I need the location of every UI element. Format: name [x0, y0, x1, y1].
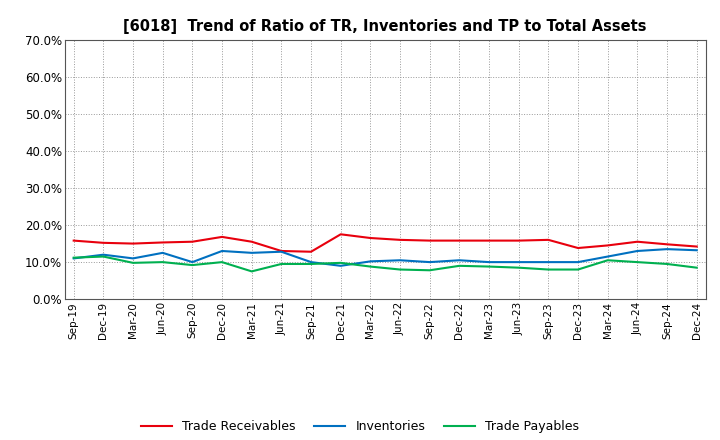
Inventories	[217, 248, 226, 253]
Trade Payables	[69, 255, 78, 260]
Trade Receivables	[603, 243, 612, 248]
Inventories	[455, 258, 464, 263]
Trade Receivables	[129, 241, 138, 246]
Trade Payables	[336, 260, 345, 265]
Legend: Trade Receivables, Inventories, Trade Payables: Trade Receivables, Inventories, Trade Pa…	[135, 415, 585, 438]
Inventories	[158, 250, 167, 256]
Inventories	[426, 260, 434, 265]
Line: Trade Payables: Trade Payables	[73, 257, 697, 271]
Trade Receivables	[188, 239, 197, 244]
Inventories	[396, 258, 405, 263]
Inventories	[277, 249, 286, 254]
Trade Payables	[248, 269, 256, 274]
Inventories	[129, 256, 138, 261]
Trade Receivables	[633, 239, 642, 244]
Trade Payables	[307, 261, 315, 267]
Trade Payables	[277, 261, 286, 267]
Inventories	[99, 252, 108, 257]
Trade Receivables	[455, 238, 464, 243]
Trade Payables	[662, 261, 671, 267]
Inventories	[544, 260, 553, 265]
Trade Receivables	[514, 238, 523, 243]
Trade Payables	[633, 260, 642, 265]
Trade Receivables	[99, 240, 108, 246]
Trade Payables	[544, 267, 553, 272]
Inventories	[188, 260, 197, 265]
Trade Receivables	[426, 238, 434, 243]
Trade Receivables	[307, 249, 315, 254]
Trade Receivables	[336, 231, 345, 237]
Trade Receivables	[544, 237, 553, 242]
Trade Payables	[366, 264, 374, 269]
Trade Payables	[217, 260, 226, 265]
Trade Payables	[514, 265, 523, 270]
Inventories	[366, 259, 374, 264]
Trade Receivables	[693, 244, 701, 249]
Trade Receivables	[277, 248, 286, 253]
Line: Trade Receivables: Trade Receivables	[73, 234, 697, 252]
Inventories	[514, 260, 523, 265]
Inventories	[485, 260, 493, 265]
Trade Payables	[188, 262, 197, 268]
Trade Payables	[426, 268, 434, 273]
Trade Payables	[693, 265, 701, 270]
Inventories	[574, 260, 582, 265]
Line: Inventories: Inventories	[73, 249, 697, 266]
Trade Receivables	[158, 240, 167, 245]
Trade Receivables	[485, 238, 493, 243]
Trade Payables	[129, 260, 138, 265]
Trade Payables	[574, 267, 582, 272]
Trade Receivables	[662, 242, 671, 247]
Trade Payables	[396, 267, 405, 272]
Trade Receivables	[69, 238, 78, 243]
Inventories	[662, 246, 671, 252]
Inventories	[603, 254, 612, 259]
Trade Receivables	[396, 237, 405, 242]
Inventories	[693, 248, 701, 253]
Inventories	[336, 263, 345, 268]
Trade Payables	[455, 263, 464, 268]
Inventories	[633, 248, 642, 253]
Trade Payables	[99, 254, 108, 259]
Trade Receivables	[574, 246, 582, 251]
Trade Payables	[485, 264, 493, 269]
Trade Receivables	[217, 234, 226, 239]
Trade Payables	[603, 258, 612, 263]
Trade Payables	[158, 260, 167, 265]
Title: [6018]  Trend of Ratio of TR, Inventories and TP to Total Assets: [6018] Trend of Ratio of TR, Inventories…	[123, 19, 647, 34]
Inventories	[69, 256, 78, 261]
Inventories	[248, 250, 256, 256]
Trade Receivables	[366, 235, 374, 241]
Inventories	[307, 260, 315, 265]
Trade Receivables	[248, 239, 256, 244]
